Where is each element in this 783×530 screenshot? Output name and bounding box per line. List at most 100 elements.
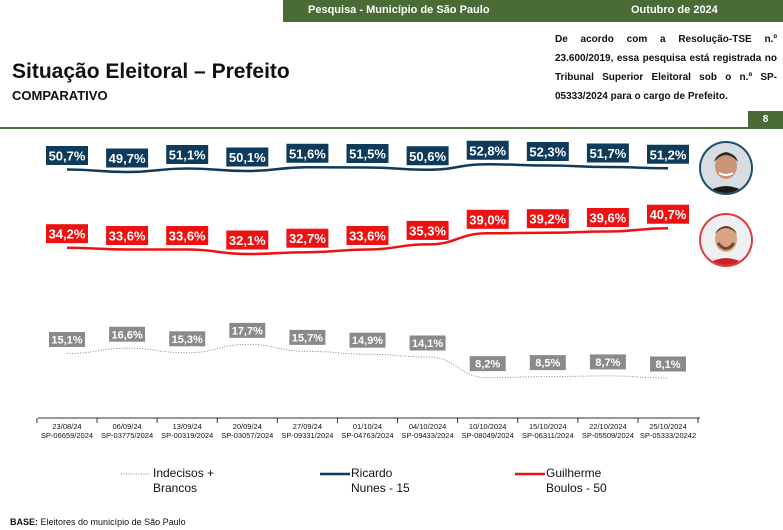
legend-line-boulos xyxy=(515,472,545,476)
data-label-box xyxy=(106,148,149,168)
header-date: Outubro de 2024 xyxy=(631,4,718,16)
data-label-boulos: 39,0% xyxy=(466,209,509,229)
boulos-photo-icon xyxy=(699,213,753,267)
x-tick-label-registration: SP-03057/2024 xyxy=(221,431,273,440)
data-label-box xyxy=(469,356,506,372)
legend-label-boulos: Guilherme Boulos - 50 xyxy=(546,466,607,496)
data-label-text: 52,8% xyxy=(469,143,506,158)
series-line-nunes xyxy=(66,162,669,174)
page-title: Situação Eleitoral – Prefeito xyxy=(12,60,290,83)
header-bar: Pesquisa - Município de São Paulo Outubr… xyxy=(283,0,783,22)
legend-boulos-line1: Guilherme xyxy=(546,466,602,480)
legend-nunes-line2: Nunes - 15 xyxy=(351,481,410,495)
data-label-box xyxy=(46,146,88,165)
data-label-box xyxy=(586,143,629,163)
data-label-text: 17,7% xyxy=(232,325,263,337)
legend-indecisos-line1: Indecisos + xyxy=(153,466,215,480)
data-label-nunes: 51,2% xyxy=(647,144,689,164)
data-label-boulos: 33,6% xyxy=(106,226,149,245)
legend-label-indecisos: Indecisos + Brancos xyxy=(153,466,214,496)
data-label-box xyxy=(46,224,88,244)
x-tick-label-date: 22/10/2024 xyxy=(589,422,627,431)
data-label-text: 39,6% xyxy=(589,211,626,226)
footer-base-label: BASE: xyxy=(10,517,39,527)
data-label-nunes: 52,3% xyxy=(526,142,569,161)
data-label-nunes: 51,1% xyxy=(166,145,209,164)
data-label-boulos: 40,7% xyxy=(647,204,689,224)
x-tick-label-date: 27/09/24 xyxy=(293,422,322,431)
data-label-box xyxy=(406,146,449,166)
data-label-indecisos: 15,1% xyxy=(49,332,85,347)
header-divider xyxy=(0,127,748,129)
legend-line-nunes xyxy=(320,472,350,476)
data-label-box xyxy=(647,144,689,164)
data-label-indecisos: 8,2% xyxy=(469,356,506,372)
data-label-text: 50,1% xyxy=(229,150,266,165)
x-tick-label-registration: SP-06311/2024 xyxy=(522,431,574,440)
data-label-text: 34,2% xyxy=(49,227,86,242)
data-label-indecisos: 17,7% xyxy=(229,322,266,338)
data-label-box xyxy=(229,322,266,338)
x-tick-label-date: 20/09/24 xyxy=(233,422,262,431)
data-label-box xyxy=(466,140,509,160)
data-label-box xyxy=(106,226,149,245)
data-label-nunes: 50,1% xyxy=(226,147,269,167)
data-label-box xyxy=(286,143,329,163)
data-label-box xyxy=(346,226,389,245)
data-label-nunes: 51,7% xyxy=(586,143,629,163)
x-tick-label-date: 25/10/2024 xyxy=(649,422,687,431)
data-label-text: 16,6% xyxy=(111,329,142,341)
x-tick-label-date: 06/09/24 xyxy=(112,422,141,431)
data-label-text: 33,6% xyxy=(109,229,146,244)
data-label-box xyxy=(647,204,689,224)
data-label-text: 14,1% xyxy=(412,338,443,350)
data-label-box xyxy=(226,147,269,167)
data-label-nunes: 50,7% xyxy=(46,146,88,165)
data-label-indecisos: 15,7% xyxy=(289,329,326,345)
data-label-text: 52,3% xyxy=(529,145,566,160)
data-label-boulos: 34,2% xyxy=(46,224,88,244)
x-tick-label-registration: SP-03775/2024 xyxy=(101,431,153,440)
data-label-boulos: 33,6% xyxy=(166,226,209,245)
x-tick-label-registration: SP-09331/2024 xyxy=(281,431,333,440)
legend-indecisos-line2: Brancos xyxy=(153,481,198,495)
data-label-text: 8,7% xyxy=(595,357,620,369)
data-label-indecisos: 8,5% xyxy=(529,355,566,371)
data-label-text: 51,1% xyxy=(169,148,206,163)
x-tick-label-registration: SP-04763/2024 xyxy=(341,431,393,440)
data-label-nunes: 52,8% xyxy=(466,140,509,160)
data-label-text: 15,3% xyxy=(172,334,203,346)
data-label-box xyxy=(409,335,446,351)
data-label-text: 35,3% xyxy=(409,223,446,238)
x-tick-label-registration: SP-09433/2024 xyxy=(402,431,454,440)
data-label-box xyxy=(169,331,206,347)
x-tick-label-date: 01/10/24 xyxy=(353,422,382,431)
legend-label-nunes: Ricardo Nunes - 15 xyxy=(351,466,410,496)
data-label-text: 40,7% xyxy=(650,207,687,222)
line-chart: 50,7% 49,7% 51,1% 50,1% 51,6% 51,5% 50,6% 52,8%… xyxy=(36,140,700,440)
data-label-text: 8,1% xyxy=(655,359,680,371)
data-label-box xyxy=(226,230,269,250)
data-label-indecisos: 8,1% xyxy=(650,356,686,372)
data-label-text: 50,6% xyxy=(409,149,446,164)
data-label-text: 32,1% xyxy=(229,233,266,248)
page-number: 8 xyxy=(748,111,783,129)
data-label-indecisos: 14,1% xyxy=(409,335,446,351)
data-label-boulos: 32,1% xyxy=(226,230,269,250)
data-label-text: 33,6% xyxy=(349,229,386,244)
data-label-box xyxy=(526,142,569,161)
data-label-text: 8,5% xyxy=(535,358,560,370)
x-tick-label-date: 04/10/2024 xyxy=(409,422,447,431)
nunes-photo-icon xyxy=(699,141,753,195)
header-survey-label: Pesquisa - Município de São Paulo xyxy=(308,4,490,16)
registration-note: De acordo com a Resolução-TSE n.º 23.600… xyxy=(555,34,777,102)
data-label-nunes: 49,7% xyxy=(106,148,149,168)
series-line-indecisos xyxy=(66,343,669,379)
x-tick-label-registration: SP-05333/20242 xyxy=(640,431,696,440)
data-label-box xyxy=(286,228,329,248)
data-label-text: 15,7% xyxy=(292,332,323,344)
legend-boulos-line2: Boulos - 50 xyxy=(546,481,607,495)
data-label-nunes: 51,5% xyxy=(346,144,389,163)
data-label-boulos: 33,6% xyxy=(346,226,389,245)
legend-nunes-line1: Ricardo xyxy=(351,466,393,480)
